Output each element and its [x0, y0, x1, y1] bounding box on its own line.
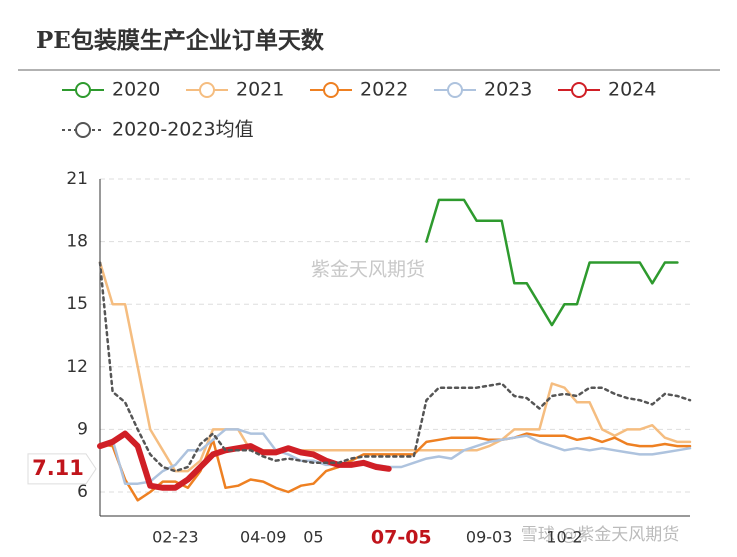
series-line [97, 430, 392, 491]
legend-label: 2020-2023均值 [112, 119, 254, 141]
chart-title: PE包装膜生产企业订单天数 [36, 27, 325, 54]
y-tick-label: 15 [66, 294, 88, 314]
legend-marker [323, 82, 339, 98]
y-tick-label: 9 [77, 419, 88, 439]
legend-marker [571, 82, 587, 98]
series-line [425, 198, 679, 327]
y-tick-label: 6 [77, 482, 88, 502]
series-line [98, 261, 692, 473]
x-tick-label: 02-23 [152, 528, 199, 547]
watermark: 紫金天风期货 [311, 259, 425, 281]
watermark: 雪球 @紫金天风期货 [521, 525, 679, 545]
y-tick-label: 12 [66, 357, 88, 377]
series-line [98, 261, 692, 473]
legend-label: 2023 [484, 79, 532, 101]
legend-label: 2024 [608, 79, 656, 101]
y-tick-label: 21 [66, 169, 88, 189]
value-marker-label: 7.11 [32, 456, 84, 480]
legend-label: 2022 [360, 79, 408, 101]
legend-marker [75, 82, 91, 98]
legend-label: 2021 [236, 79, 284, 101]
x-tick-label: 09-03 [466, 528, 513, 547]
x-tick-label: 05 [303, 528, 323, 547]
legend-marker [75, 122, 91, 138]
x-tick-label: 04-09 [240, 528, 287, 547]
y-tick-label: 18 [66, 232, 88, 252]
value-marker-box [27, 453, 97, 485]
legend-marker [447, 82, 463, 98]
legend-marker [199, 82, 215, 98]
legend-label: 2020 [112, 79, 160, 101]
x-tick-label: 07-05 [371, 527, 432, 549]
series-line [98, 432, 692, 502]
x-tick-label: 10-2 [546, 528, 582, 547]
